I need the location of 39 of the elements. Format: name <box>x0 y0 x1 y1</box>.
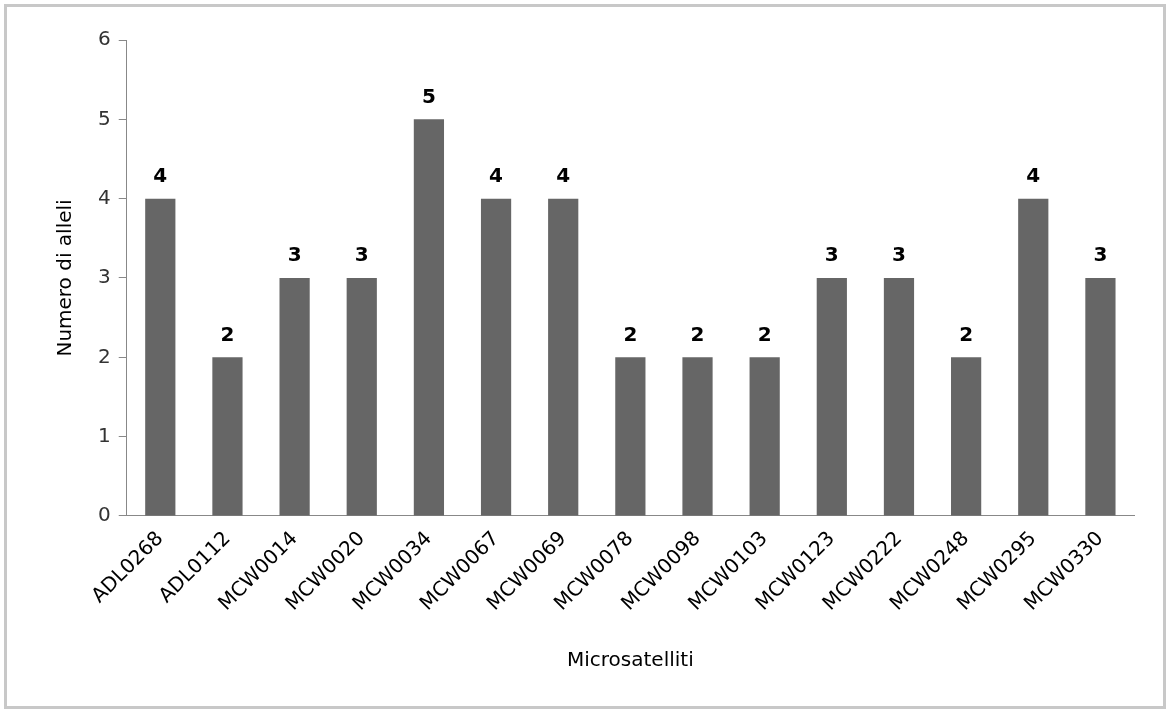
bar <box>212 357 243 516</box>
bar <box>1085 277 1116 516</box>
data-label: 4 <box>556 162 571 187</box>
bar <box>883 277 915 516</box>
data-label: 3 <box>824 242 839 267</box>
y-tick-label: 3 <box>97 264 111 289</box>
y-tick-label: 6 <box>97 26 111 51</box>
bar <box>413 119 445 516</box>
bar <box>480 198 512 516</box>
bar <box>346 277 377 516</box>
bar <box>951 357 982 516</box>
bar <box>548 198 579 516</box>
data-label: 2 <box>757 321 772 346</box>
data-label: 2 <box>690 321 705 346</box>
data-label: 4 <box>489 162 504 187</box>
bar <box>615 357 646 516</box>
data-label: 4 <box>153 162 168 187</box>
bar <box>145 198 176 516</box>
y-tick-label: 2 <box>97 343 111 368</box>
y-tick-label: 0 <box>97 502 111 527</box>
y-tick-label: 5 <box>97 105 111 130</box>
data-label: 2 <box>959 321 974 346</box>
data-label: 5 <box>421 83 436 108</box>
bar <box>816 277 847 516</box>
y-tick-label: 1 <box>97 422 111 447</box>
data-label: 2 <box>623 321 638 346</box>
data-label: 3 <box>1093 242 1108 267</box>
bar <box>682 357 713 516</box>
bar <box>1018 198 1049 516</box>
bar <box>279 277 310 516</box>
data-label: 3 <box>287 242 302 267</box>
data-label: 3 <box>354 242 369 267</box>
x-axis-title: Microsatelliti <box>567 647 694 672</box>
data-label: 4 <box>1026 162 1041 187</box>
y-tick-label: 4 <box>97 184 111 209</box>
y-axis-title: Numero di alleli <box>52 199 77 357</box>
data-label: 3 <box>892 242 906 267</box>
bar <box>749 357 780 516</box>
data-label: 2 <box>220 321 235 346</box>
